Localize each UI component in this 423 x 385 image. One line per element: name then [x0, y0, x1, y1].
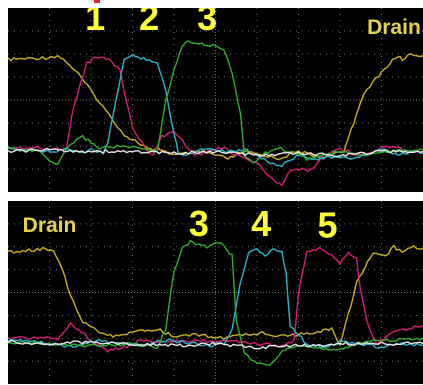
- trace-series-2: [8, 56, 423, 186]
- red-marker: [94, 0, 100, 3]
- oscilloscope-panel-top: 1 2 3 Drain: [8, 8, 423, 192]
- annotation-number-label: 1: [85, 8, 105, 38]
- oscilloscope-panel-bottom: Drain 3 4 5: [8, 201, 423, 384]
- annotation-number-label: 2: [139, 8, 159, 38]
- trace-series-1: [8, 244, 423, 346]
- annotation-drain-label: Drain: [23, 214, 77, 237]
- trace-series-5: [8, 147, 423, 158]
- trace-series-2: [8, 246, 423, 353]
- scope-trace-plot-bottom: Drain 3 4 5: [8, 201, 423, 384]
- trace-series-1: [8, 53, 423, 161]
- annotation-number-label: 3: [197, 8, 217, 38]
- annotation-drain-label: Drain: [367, 16, 421, 39]
- annotation-number-label: 3: [189, 203, 209, 244]
- annotation-number-label: 5: [318, 205, 338, 246]
- scope-trace-plot-top: 1 2 3 Drain: [8, 8, 423, 192]
- graticule: [8, 8, 423, 192]
- trace-series-5: [8, 339, 423, 350]
- annotation-number-label: 4: [251, 203, 271, 244]
